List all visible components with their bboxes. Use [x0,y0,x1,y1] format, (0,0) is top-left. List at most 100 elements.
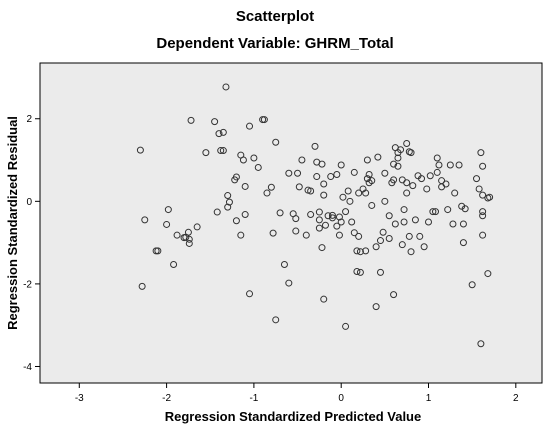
data-point [276,209,284,217]
data-point [391,220,399,228]
data-point [267,183,275,191]
data-point [368,201,376,209]
data-point [321,221,329,229]
data-point [260,116,268,124]
data-point [307,211,315,219]
data-point [376,237,384,245]
data-point [136,146,144,154]
data-point [185,235,193,243]
x-tick-label: 2 [513,393,519,404]
data-point [292,227,300,235]
data-point [254,163,262,171]
data-point [479,191,487,199]
data-point [420,243,428,251]
data-point [479,208,487,216]
data-point [327,173,335,181]
data-point [374,153,382,161]
data-point [170,261,178,268]
data-point [187,116,195,124]
data-point [315,208,323,216]
data-point [372,303,380,311]
data-point [339,193,347,201]
data-point [239,156,247,164]
data-point [164,206,172,214]
data-point [337,161,345,169]
data-point [362,189,370,197]
data-point [394,162,402,170]
data-point [418,175,426,183]
data-point [333,222,341,230]
data-point [416,232,424,240]
y-tick-label: 2 [26,114,32,125]
data-point [368,177,376,185]
data-point [390,160,398,168]
data-point [280,261,288,268]
x-axis-label: Regression Standardized Predicted Value [165,409,421,424]
data-point [442,180,450,188]
data-point [356,248,364,256]
data-point [451,189,459,197]
data-point [344,187,352,195]
data-point [381,169,389,177]
data-point [294,169,302,177]
data-point [272,138,280,146]
data-point [302,231,310,239]
data-point [475,185,483,193]
data-point [363,156,371,164]
data-point [224,192,232,200]
data-point [353,247,361,255]
data-point [320,295,328,303]
data-point [350,168,358,176]
data-point [285,169,293,177]
data-point [184,228,192,236]
data-point [449,220,457,228]
chart-title: Scatterplot [236,8,314,25]
data-point [202,149,210,157]
data-point [477,149,485,157]
data-point [350,229,358,237]
data-point [355,189,363,197]
data-point [324,212,332,220]
data-point [219,147,227,155]
data-point [224,203,232,211]
data-point [246,122,254,130]
data-point [295,183,303,191]
data-point [292,215,300,223]
data-point [342,322,350,330]
data-point [250,154,258,162]
data-point [225,198,233,206]
data-point [431,208,439,216]
x-tick-label: -2 [162,393,171,404]
data-point [372,243,380,251]
x-tick-label: 1 [426,393,432,404]
data-point [376,268,384,276]
data-point [298,156,306,164]
data-point [219,128,227,136]
data-point [473,175,481,183]
data-point [222,83,230,91]
data-point [429,208,437,216]
data-point [154,247,162,255]
data-points [136,83,494,348]
data-point [405,232,413,240]
data-point [479,212,487,220]
data-point [425,218,432,226]
data-point [237,231,245,239]
data-point [141,216,149,224]
data-point [394,154,402,162]
data-point [461,205,469,213]
data-point [318,244,326,252]
data-point [479,231,487,239]
data-point [403,179,411,187]
data-point [486,193,494,201]
data-point [269,229,277,237]
data-point [232,173,240,181]
data-point [446,161,454,169]
data-point [335,231,343,239]
data-point [346,197,354,205]
data-point [398,241,406,249]
data-point [390,176,398,184]
x-tick-label: -3 [75,393,84,404]
data-point [353,268,361,276]
